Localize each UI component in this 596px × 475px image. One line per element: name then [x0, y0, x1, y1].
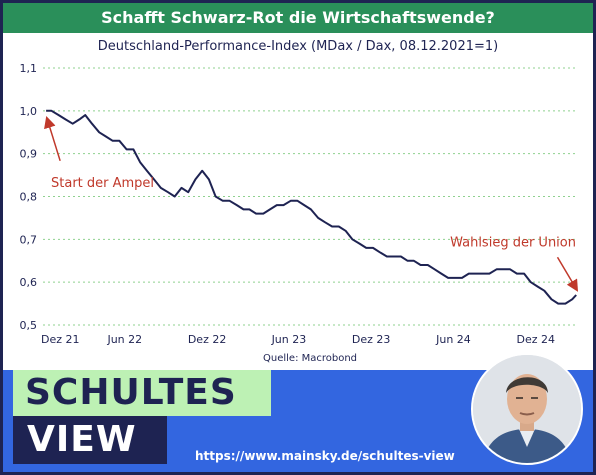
annotation-label: Start der Ampel	[51, 176, 154, 191]
avatar	[471, 353, 583, 465]
annotation-arrow	[44, 115, 61, 162]
y-tick-label: 1,0	[20, 105, 38, 118]
source-note: Quelle: Macrobond	[263, 353, 358, 364]
x-tick-label: Dez 22	[188, 333, 227, 346]
x-tick-label: Jun 22	[106, 333, 142, 346]
annotation-arrow	[556, 256, 579, 292]
person-portrait-icon	[473, 355, 581, 463]
x-tick-label: Dez 23	[352, 333, 391, 346]
x-tick-label: Dez 21	[41, 333, 80, 346]
brand-line-2: VIEW	[13, 416, 167, 464]
x-tick-label: Jun 23	[271, 333, 307, 346]
y-tick-label: 0,9	[20, 148, 38, 161]
y-tick-label: 0,6	[20, 276, 38, 289]
chart-subtitle: Deutschland-Performance-Index (MDax / Da…	[97, 39, 499, 54]
x-tick-label: Jun 24	[435, 333, 471, 346]
y-tick-label: 0,8	[20, 191, 38, 204]
y-tick-label: 0,7	[20, 233, 38, 246]
website-link[interactable]: https://www.mainsky.de/schultes-view	[195, 449, 455, 463]
line-chart: 0,5 0,6 0,7 0,8 0,9 1,0 1,1 Dez 21 Jun 22 Dez 22 J…	[20, 62, 579, 346]
annotation-label: Wahlsieg der Union	[450, 235, 576, 250]
brand-line-1: SCHULTES	[13, 370, 271, 416]
page-title: Schafft Schwarz-Rot die Wirtschaftswende…	[3, 3, 593, 33]
series-line	[46, 109, 577, 305]
y-tick-label: 0,5	[20, 319, 38, 332]
x-tick-label: Dez 24	[516, 333, 555, 346]
y-tick-label: 1,1	[20, 62, 38, 75]
